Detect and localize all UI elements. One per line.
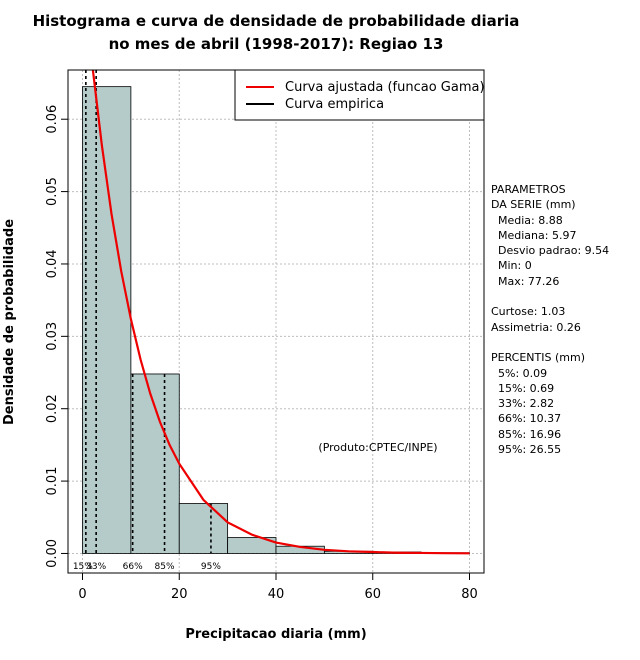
percentile-labels: 15%33% 66% 85% 95% — [73, 562, 222, 572]
x-axis-label: Precipitacao diaria (mm) — [185, 627, 366, 642]
x-tick-label: 0 — [78, 587, 86, 602]
legend-empirical-label: Curva empirica — [285, 97, 384, 112]
stats-line: 85%: 16.96 — [491, 427, 562, 441]
stats-line: 15%: 0.69 — [491, 381, 555, 395]
y-tick-label: 0.00 — [45, 539, 60, 568]
stats-line: Desvio padrao: 9.54 — [491, 244, 610, 258]
stats-line — [491, 335, 609, 350]
stats-line: Mediana: 5.97 — [491, 228, 577, 242]
percentile-label: 66% — [123, 562, 143, 572]
histogram-bar — [130, 373, 180, 554]
legend-fitted-label: Curva ajustada (funcao Gama) — [285, 80, 485, 95]
x-tick-label: 40 — [268, 587, 285, 602]
stats-line: PERCENTIS (mm) — [491, 351, 585, 365]
histogram-bar — [82, 86, 132, 554]
fitted-curve-line — [91, 70, 470, 555]
stats-line: DA SERIE (mm) — [491, 198, 576, 212]
x-tick-label: 60 — [364, 587, 381, 602]
percentile-lines — [85, 70, 212, 554]
chart-title-line1: Histograma e curva de densidade de proba… — [32, 12, 520, 30]
fitted-curve-group — [91, 70, 470, 555]
x-tick-label: 80 — [461, 587, 478, 602]
histogram-bars — [82, 86, 470, 554]
y-tick-label: 0.02 — [45, 394, 60, 423]
stats-line: 95%: 26.55 — [491, 443, 562, 457]
legend: Curva ajustada (funcao Gama) Curva empir… — [234, 69, 485, 121]
y-tick-label: 0.05 — [45, 177, 60, 206]
y-axis-label: Densidade de probabilidade — [2, 219, 17, 425]
percentile-label: 15% — [73, 562, 93, 572]
y-tick-label: 0.06 — [45, 105, 60, 134]
stats-line: Media: 8.88 — [491, 213, 563, 227]
y-tick-label: 0.01 — [45, 467, 60, 496]
product-annotation: (Produto:CPTEC/INPE) — [318, 441, 437, 454]
stats-line: Max: 77.26 — [491, 274, 560, 288]
x-axis: 0 20 40 60 80 — [78, 572, 478, 602]
x-tick-label: 20 — [171, 587, 188, 602]
stats-line — [491, 289, 609, 304]
stats-line: Curtose: 1.03 — [491, 305, 566, 319]
legend-box — [234, 69, 485, 121]
stats-line: 33%: 2.82 — [491, 397, 555, 411]
histogram-bar — [227, 537, 277, 554]
stats-line: 66%: 10.37 — [491, 412, 562, 426]
stats-line: Min: 0 — [491, 259, 532, 273]
stats-line: PARAMETROS — [491, 183, 566, 196]
histogram-bar — [178, 503, 229, 554]
chart-title-line2: no mes de abril (1998-2017): Regiao 13 — [108, 35, 444, 53]
y-axis: 0.00 0.01 0.02 0.03 0.04 0.05 0.06 — [45, 105, 69, 568]
stats-line: 5%: 0.09 — [491, 366, 548, 380]
percentile-label: 85% — [155, 562, 175, 572]
percentile-label: 95% — [201, 562, 221, 572]
series-parameters-panel: PARAMETROS DA SERIE (mm) Media: 8.88 Medi… — [491, 182, 609, 457]
stats-line: Assimetria: 0.26 — [491, 320, 581, 334]
percentile-label: 33% — [86, 562, 106, 572]
y-tick-label: 0.03 — [45, 322, 60, 351]
y-tick-label: 0.04 — [45, 249, 60, 278]
